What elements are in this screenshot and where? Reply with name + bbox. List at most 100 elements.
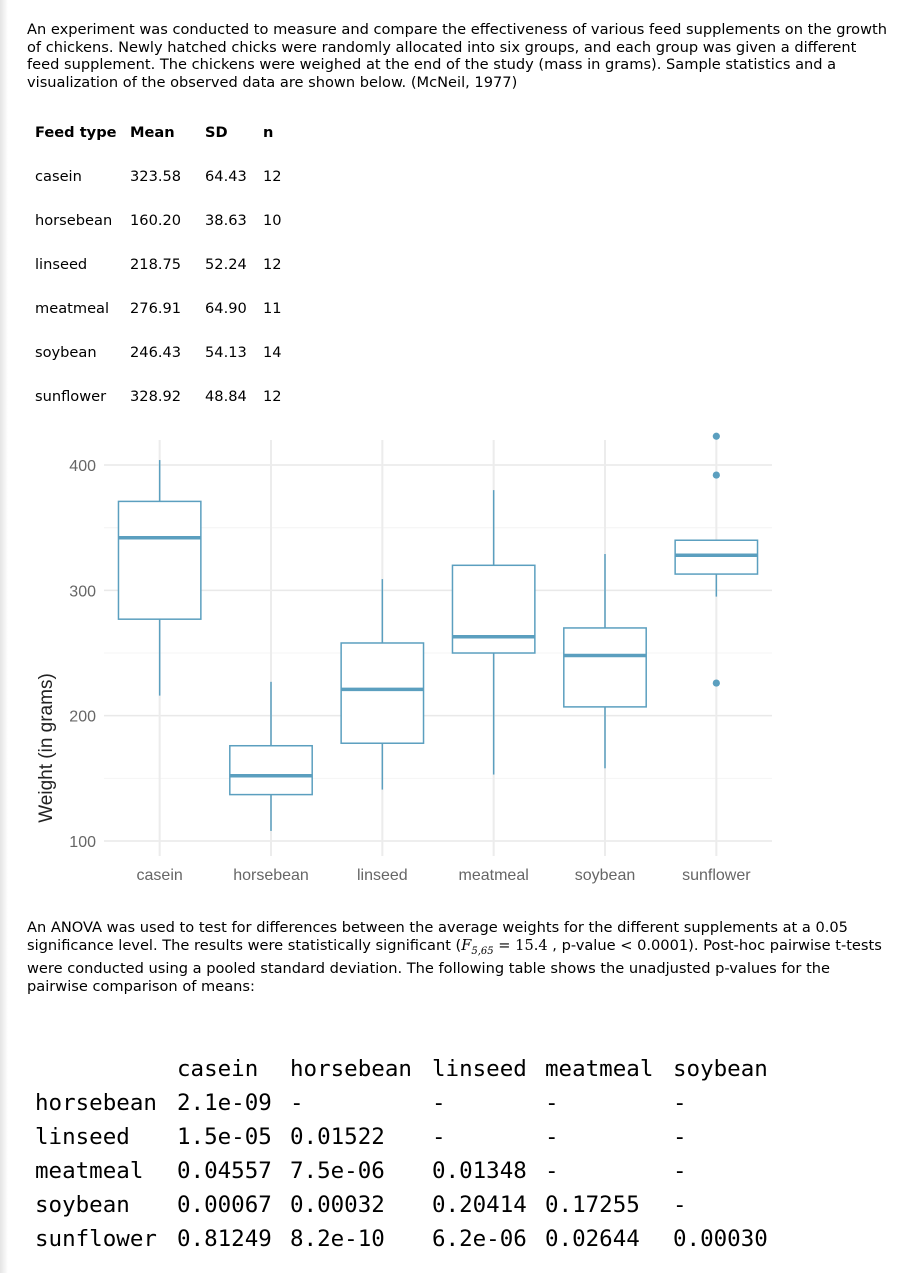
pvalue-row: soybean 0.00067 0.00032 0.20414 0.17255 - [35,1188,768,1222]
stats-sd: 52.24 [205,255,247,273]
stats-row-spacer [35,274,293,298]
pvalue-cell: 6.2e-06 [432,1226,527,1252]
pvalue-cell: - [545,1124,559,1150]
stats-mean: 218.75 [130,255,182,273]
iqr-box [117,500,202,620]
stats-row-spacer [35,318,293,342]
box-soybean [563,554,647,769]
pvalue-header-blank [35,1052,177,1086]
pvalue-row: horsebean 2.1e-09- - - - [35,1086,768,1120]
pvalue-cell: 0.17255 [545,1192,640,1218]
stats-row: meatmeal 276.91 64.90 11 [35,298,293,318]
pvalue-row: sunflower 0.81249 8.2e-10 6.2e-06 0.02644 0.0… [35,1222,768,1256]
stats-n: 12 [263,255,282,273]
pvalue-header-casein: casein [177,1056,259,1082]
pvalue-cell: 0.00032 [290,1192,385,1218]
iqr-box [229,744,313,796]
stats-row-spacer [35,142,293,166]
anova-paragraph: An ANOVA was used to test for difference… [27,919,887,995]
y-tick-label: 200 [69,709,96,726]
pvalue-cell: - [545,1158,559,1184]
feed-boxplot-chart: 100 200 300 400 casein horsebean linseed meatme… [36,432,772,884]
stats-feed-type: linseed [35,255,88,273]
stats-row: casein 323.58 64.43 12 [35,166,293,186]
iqr-box [340,642,425,744]
y-axis-label: Weight (in grams) [36,673,57,823]
outlier-point [712,432,720,440]
pvalue-table: casein horsebean linseed meatmeal soybea… [35,1052,768,1256]
iqr-box [451,564,536,654]
stats-row-spacer [35,362,293,386]
stats-header-feed-type: Feed type [35,123,117,141]
intro-paragraph: An experiment was conducted to measure a… [27,21,887,91]
pvalue-cell: 0.04557 [177,1158,272,1184]
stats-sd: 64.43 [205,167,247,185]
box-horsebean [229,681,313,831]
iqr-box [563,627,647,708]
pvalue-cell: - [545,1090,559,1116]
box-linseed [340,579,425,790]
stats-row: sunflower 328.92 48.84 12 [35,386,293,406]
pvalue-row-label: soybean [35,1192,130,1218]
stats-sd: 54.13 [205,343,247,361]
anova-text-part2: , p-value < 0.0001). Post-hoc pairwise t… [27,936,882,995]
pvalue-row: linseed 1.5e-05 0.01522 - - - [35,1120,768,1154]
pvalue-cell: 0.01522 [290,1124,385,1150]
pvalue-row-label: sunflower [35,1226,157,1252]
pvalue-cell: 0.02644 [545,1226,640,1252]
stats-feed-type: casein [35,167,82,185]
left-edge-shadow [0,0,8,1273]
box-sunflower [674,432,759,687]
stats-n: 12 [263,387,282,405]
pvalue-row: meatmeal 0.04557 7.5e-06 0.01348- - [35,1154,768,1188]
stats-mean: 246.43 [130,343,182,361]
pvalue-cell: 1.5e-05 [177,1124,272,1150]
f-statistic-symbol: F [461,936,472,954]
pvalue-cell: - [290,1090,304,1116]
pvalue-row-label: horsebean [35,1090,157,1116]
y-tick-label: 300 [69,583,96,600]
pvalue-header-horsebean: horsebean [290,1056,412,1082]
summary-statistics-table: Feed type Mean SD n casein 323.58 64.43 12 h… [35,122,293,406]
x-tick-label: horsebean [233,867,309,884]
stats-row: horsebean 160.20 38.63 10 [35,210,293,230]
pvalue-cell: 7.5e-06 [290,1158,385,1184]
stats-mean: 323.58 [130,167,182,185]
stats-feed-type: horsebean [35,211,113,229]
iqr-box [674,539,759,575]
pvalue-header-row: casein horsebean linseed meatmeal soybea… [35,1052,768,1086]
stats-mean: 160.20 [130,211,182,229]
x-tick-label: casein [137,867,183,884]
pvalue-row-label: meatmeal [35,1158,144,1184]
x-tick-label: linseed [357,867,408,884]
stats-n: 11 [263,299,282,317]
stats-feed-type: sunflower [35,387,107,405]
pvalue-cell: - [673,1158,687,1184]
stats-mean: 276.91 [130,299,182,317]
stats-feed-type: soybean [35,343,97,361]
pvalue-cell: 0.01348 [432,1158,527,1184]
pvalue-cell: - [673,1090,687,1116]
box-casein [117,460,202,696]
pvalue-cell: 2.1e-09 [177,1090,272,1116]
box-meatmeal [451,490,536,775]
grid-lines [104,440,772,856]
pvalue-cell: 0.20414 [432,1192,527,1218]
x-tick-label: sunflower [682,867,751,884]
stats-sd: 38.63 [205,211,247,229]
pvalue-cell: 8.2e-10 [290,1226,385,1252]
stats-n: 10 [263,211,282,229]
axis-labels: 100 200 300 400 casein horsebean linseed meatme… [69,458,751,884]
pvalue-cell: 0.81249 [177,1226,272,1252]
stats-row-spacer [35,186,293,210]
outlier-point [712,679,720,687]
stats-mean: 328.92 [130,387,182,405]
pvalue-cell: - [432,1090,446,1116]
outlier-point [712,471,720,479]
anova-text-part1: An ANOVA was used to test for difference… [27,919,848,954]
stats-header-row: Feed type Mean SD n [35,122,293,142]
pvalue-cell: 0.00067 [177,1192,272,1218]
pvalue-header-meatmeal: meatmeal [545,1056,654,1082]
pvalue-cell: - [673,1192,687,1218]
stats-sd: 48.84 [205,387,247,405]
